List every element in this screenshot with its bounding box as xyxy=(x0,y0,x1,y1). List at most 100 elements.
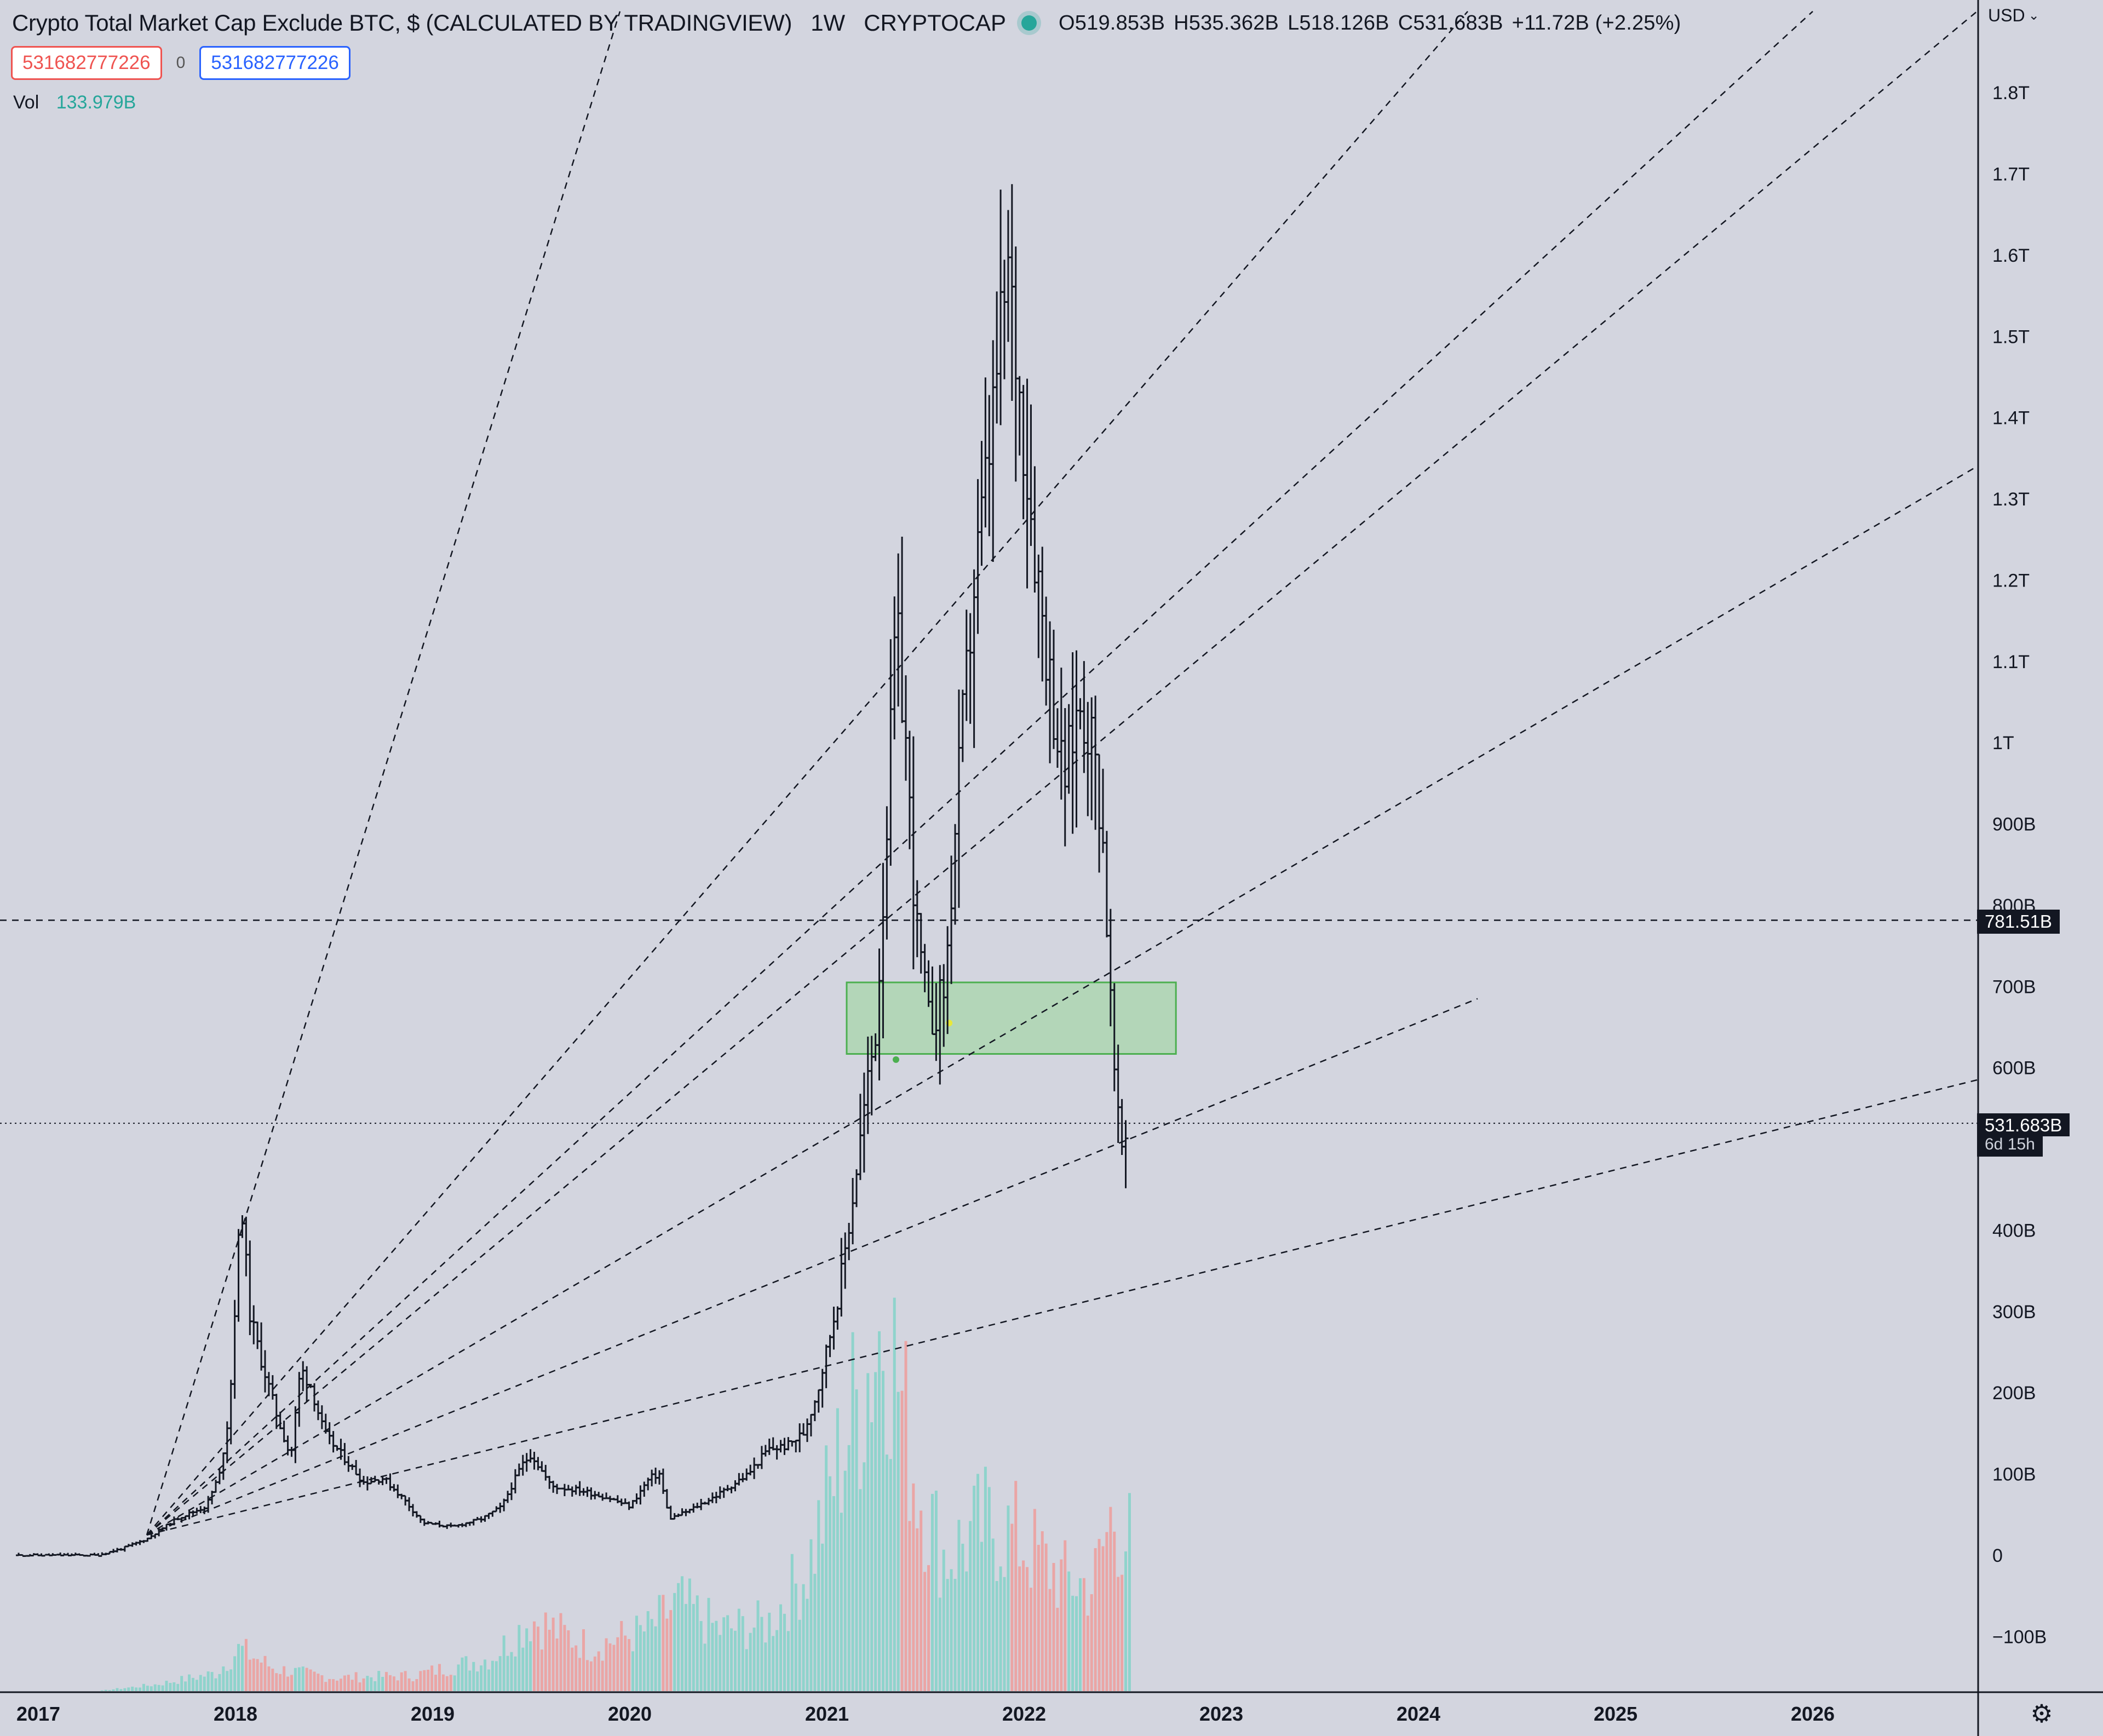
volume-bar xyxy=(635,1616,638,1691)
volume-bar xyxy=(628,1639,631,1691)
y-tick-label: 900B xyxy=(1992,814,2036,835)
volume-bar xyxy=(267,1666,271,1691)
value-box-right[interactable]: 531682777226 xyxy=(199,46,350,80)
volume-bar xyxy=(438,1664,441,1691)
candle xyxy=(740,1473,746,1482)
volume-bar xyxy=(1124,1551,1128,1691)
volume-bar xyxy=(222,1666,225,1691)
volume-bar xyxy=(772,1636,775,1691)
volume-bar xyxy=(764,1642,767,1691)
candle xyxy=(698,1499,704,1510)
volume-bar xyxy=(953,1579,957,1691)
candle xyxy=(838,1238,844,1317)
volume-bar xyxy=(1086,1616,1089,1691)
volume-bar xyxy=(294,1668,297,1691)
y-tick-label: 1.6T xyxy=(1992,245,2030,266)
last-price-tag: 531.683B xyxy=(1977,1113,2070,1136)
candle xyxy=(577,1481,583,1496)
candle xyxy=(1043,596,1049,706)
candle xyxy=(910,736,916,970)
fan-trendline xyxy=(146,10,1813,1536)
volume-bar xyxy=(324,1682,327,1691)
candle xyxy=(918,913,924,974)
volume-bar xyxy=(1094,1548,1097,1691)
volume-bar xyxy=(1105,1532,1108,1691)
volume-bar xyxy=(665,1618,669,1691)
volume-bar xyxy=(502,1635,505,1691)
candle xyxy=(1096,754,1102,873)
volume-bar xyxy=(441,1674,445,1691)
volume-bar xyxy=(1090,1594,1093,1691)
candle xyxy=(778,1440,784,1453)
candle xyxy=(982,377,989,528)
volume-bar xyxy=(927,1565,930,1691)
volume-legend[interactable]: Vol 133.979B xyxy=(13,92,136,113)
volume-bar xyxy=(210,1672,214,1691)
volume-bar xyxy=(404,1671,407,1691)
value-box-left[interactable]: 531682777226 xyxy=(11,46,162,80)
volume-bar xyxy=(976,1474,980,1691)
volume-bar xyxy=(150,1686,153,1691)
volume-bar xyxy=(374,1681,377,1691)
candle xyxy=(986,395,992,537)
candle xyxy=(1016,376,1022,456)
candle xyxy=(186,1509,192,1520)
volume-bar xyxy=(1018,1566,1021,1691)
volume-bar xyxy=(696,1595,699,1691)
volume-label: Vol xyxy=(13,92,39,113)
candle xyxy=(1115,1044,1121,1143)
gear-icon[interactable]: ⚙ xyxy=(2030,1699,2053,1728)
volume-bar xyxy=(237,1643,240,1691)
candle xyxy=(228,1379,234,1445)
volume-bar xyxy=(574,1645,578,1691)
candle xyxy=(216,1469,222,1485)
y-tick-label: 400B xyxy=(1992,1220,2036,1241)
candle xyxy=(251,1305,257,1344)
volume-bar xyxy=(135,1687,138,1691)
currency-selector[interactable]: USD ⌄ xyxy=(1988,5,2039,26)
volume-bar xyxy=(881,1371,884,1691)
volume-bar xyxy=(226,1671,229,1691)
volume-bar xyxy=(752,1627,756,1691)
candle xyxy=(1123,1120,1129,1188)
volume-bar xyxy=(699,1621,703,1691)
interval-label[interactable]: 1W xyxy=(811,10,846,36)
candle xyxy=(975,479,981,634)
volume-bar xyxy=(347,1675,350,1691)
volume-bar xyxy=(445,1676,449,1691)
volume-bar xyxy=(146,1686,149,1691)
symbol-title[interactable]: Crypto Total Market Cap Exclude BTC, $ (… xyxy=(12,10,792,36)
volume-bar xyxy=(681,1576,684,1691)
ohlc-open: O519.853B xyxy=(1059,11,1165,35)
volume-bar xyxy=(339,1678,342,1691)
volume-bar xyxy=(1007,1505,1010,1691)
volume-bar xyxy=(946,1579,949,1691)
volume-bar xyxy=(305,1668,308,1691)
volume-bar xyxy=(271,1669,274,1691)
volume-bar xyxy=(229,1669,233,1691)
candle xyxy=(979,441,985,566)
volume-bar xyxy=(654,1626,657,1691)
candle xyxy=(895,553,901,707)
candle xyxy=(1066,704,1072,794)
candle xyxy=(573,1485,579,1495)
volume-bar xyxy=(506,1655,509,1691)
volume-bar xyxy=(745,1649,748,1691)
volume-bar xyxy=(400,1672,403,1691)
volume-bar xyxy=(472,1662,475,1691)
volume-bar xyxy=(142,1683,145,1691)
candle xyxy=(626,1501,632,1510)
y-tick-label: 700B xyxy=(1992,976,2036,997)
volume-bar xyxy=(786,1631,790,1691)
volume-bar xyxy=(180,1676,183,1691)
volume-bar xyxy=(191,1677,194,1691)
volume-bar xyxy=(358,1682,361,1691)
volume-bar xyxy=(551,1617,555,1691)
candle xyxy=(782,1438,788,1455)
volume-bar xyxy=(381,1677,384,1691)
volume-bar xyxy=(286,1676,290,1691)
y-tick-label: 1.2T xyxy=(1992,570,2030,591)
volume-bar xyxy=(233,1656,237,1691)
candle xyxy=(421,1519,427,1526)
